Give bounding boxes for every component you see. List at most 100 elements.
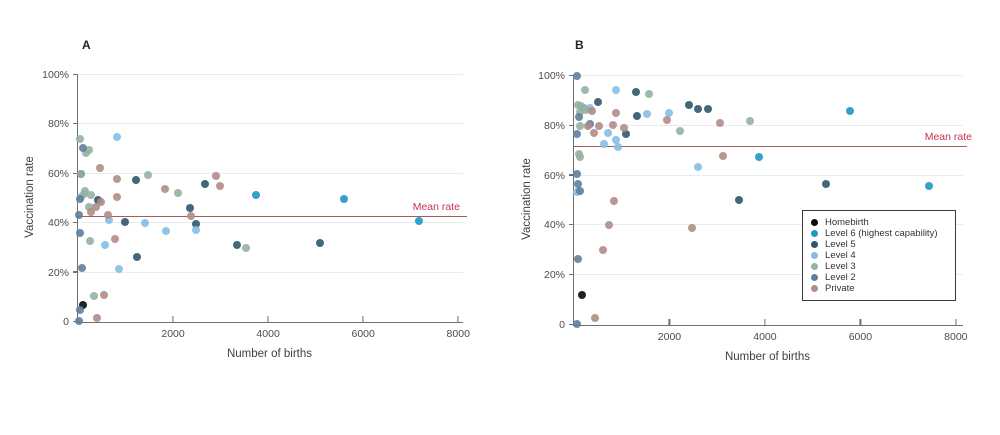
data-point-homebirth (577, 291, 586, 300)
data-point-level2 (75, 210, 84, 219)
legend-swatch-homebirth (811, 219, 818, 226)
data-point-level5 (735, 195, 744, 204)
y-tick-label: 60% (543, 169, 565, 182)
mean-line (78, 215, 467, 218)
data-point-level3 (89, 292, 98, 301)
data-point-private (111, 234, 120, 243)
data-point-level2 (75, 194, 84, 203)
data-point-private (161, 185, 170, 194)
legend-swatch-level5 (811, 241, 818, 248)
data-point-level5 (191, 220, 200, 229)
gridline (574, 224, 963, 226)
y-tick (569, 224, 574, 226)
data-point-private (588, 106, 597, 115)
data-point-private (87, 208, 96, 217)
x-tick-label: 2000 (657, 331, 682, 343)
data-point-level2 (76, 305, 85, 314)
y-tick (73, 271, 78, 273)
data-point-level3 (746, 117, 755, 126)
data-point-level2 (572, 72, 581, 80)
y-tick-label: 40% (47, 217, 69, 230)
panel-b-letter: B (575, 38, 585, 52)
data-point-private (186, 212, 195, 221)
gridline (574, 124, 963, 126)
data-point-level5 (201, 179, 210, 188)
y-tick (73, 123, 78, 125)
data-point-level2 (76, 229, 85, 238)
data-point-private (598, 245, 607, 254)
data-point-private (715, 118, 724, 127)
x-tick-label: 8000 (944, 331, 968, 343)
data-point-level2 (573, 170, 582, 179)
y-tick-label: 40% (543, 219, 565, 232)
y-tick-label: 80% (543, 119, 565, 132)
gridline (78, 271, 463, 273)
data-point-level3 (87, 190, 96, 199)
data-point-level3 (81, 187, 90, 196)
data-point-level5 (132, 175, 141, 184)
data-point-private (620, 123, 629, 132)
data-point-level5 (315, 238, 324, 247)
y-tick-label: 20% (47, 266, 69, 279)
data-point-level3 (576, 108, 585, 117)
legend-label: Level 2 (825, 272, 856, 283)
data-point-level4 (100, 241, 109, 250)
gridline (78, 123, 463, 125)
data-point-level5 (133, 252, 142, 261)
data-point-private (96, 198, 105, 207)
x-tick (362, 316, 364, 322)
data-point-level5 (120, 217, 129, 226)
y-tick-label: 100% (538, 70, 565, 82)
x-tick-label: 2000 (161, 328, 185, 340)
data-point-private (100, 290, 109, 299)
data-point-private (211, 172, 220, 181)
x-tick (172, 316, 174, 322)
y-tick (569, 323, 574, 325)
y-tick-label: 0 (559, 319, 565, 331)
mean-rate-label: Mean rate (924, 130, 972, 143)
x-tick (859, 319, 861, 325)
data-point-private (96, 163, 105, 172)
legend-label: Level 4 (825, 250, 856, 261)
x-tick (764, 319, 766, 325)
mean-line (574, 145, 967, 147)
x-tick-label: 4000 (753, 331, 777, 343)
x-tick-label: 4000 (256, 328, 280, 340)
data-point-level3 (144, 171, 153, 180)
data-point-level3 (76, 170, 85, 179)
data-point-level4 (140, 219, 149, 228)
data-point-level5 (685, 100, 694, 109)
legend-label: Homebirth (825, 217, 869, 228)
data-point-level5 (233, 241, 242, 250)
legend-swatch-level6 (811, 230, 818, 237)
y-tick (569, 124, 574, 126)
data-point-private (662, 116, 671, 125)
data-point-private (93, 314, 101, 323)
data-point-level4 (599, 139, 608, 148)
data-point-level2 (74, 316, 83, 325)
data-point-level4 (112, 132, 121, 141)
data-point-level3 (582, 106, 591, 115)
data-point-level6 (754, 152, 763, 161)
gridline (78, 222, 463, 224)
data-point-level3 (676, 127, 685, 136)
x-tick-label: 8000 (446, 328, 470, 340)
legend-item-level4: Level 4 (811, 250, 947, 261)
data-point-level3 (644, 90, 653, 99)
data-point-level5 (704, 104, 713, 113)
data-point-level2 (78, 143, 87, 152)
data-point-level5 (593, 98, 602, 107)
plot-area: Mean rate 0 20% 40% 60% 80% 100% 2000 4000 6000 8… (42, 69, 470, 340)
y-tick-label: 20% (543, 269, 565, 282)
data-point-level4 (115, 264, 124, 273)
plot-area: Mean rate Homebirth Level 6 (highest capa… (538, 70, 972, 343)
panel-a: A Vaccination rate Mean rate 0 20% 40% 60% 8… (24, 38, 470, 360)
data-point-level5 (185, 204, 194, 213)
gridline (574, 174, 963, 176)
data-point-level4 (611, 136, 620, 144)
gridline (574, 75, 963, 76)
data-point-level2 (574, 113, 583, 122)
data-point-level5 (621, 129, 630, 138)
data-point-level3 (575, 153, 584, 162)
data-point-level4 (161, 227, 170, 236)
